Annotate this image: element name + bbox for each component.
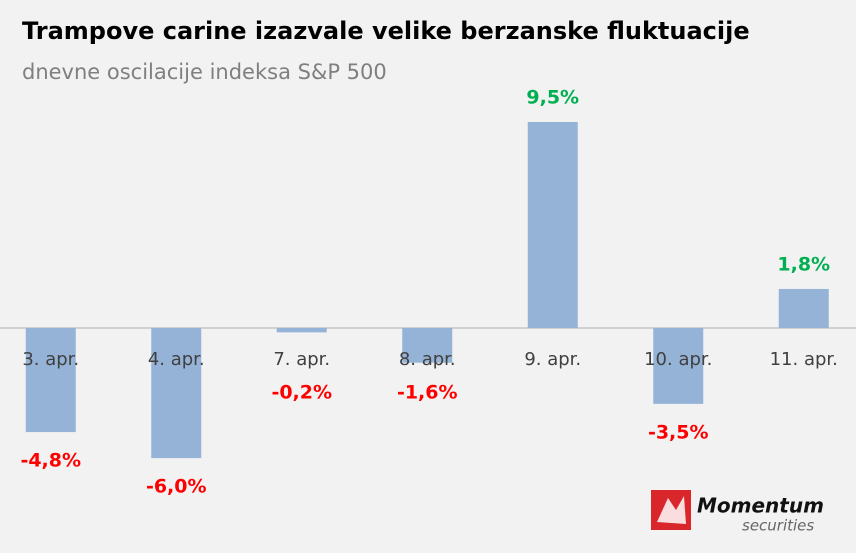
x-tick-label: 11. apr.	[770, 349, 838, 370]
bar	[653, 328, 704, 404]
bar	[402, 328, 453, 363]
value-label: -4,8%	[20, 450, 81, 472]
bar	[778, 288, 829, 328]
logo-sub: securities	[742, 517, 814, 535]
bar	[151, 328, 202, 459]
value-label: -1,6%	[397, 382, 458, 404]
logo-icon-shape	[657, 496, 686, 524]
logo: Momentum securities	[651, 490, 824, 535]
x-tick-label: 7. apr.	[273, 349, 330, 370]
bar	[276, 328, 327, 333]
x-tick-label: 9. apr.	[524, 349, 581, 370]
value-label: 1,8%	[777, 253, 830, 275]
x-tick-label: 4. apr.	[148, 349, 205, 370]
logo-name: Momentum	[697, 494, 824, 518]
value-label: -3,5%	[648, 421, 709, 443]
bar	[25, 328, 76, 433]
chart-title: Trampove carine izazvale velike berzansk…	[22, 17, 750, 45]
bar	[527, 122, 578, 328]
value-label: 9,5%	[526, 87, 579, 109]
value-label: -6,0%	[146, 476, 207, 498]
x-tick-label: 3. apr.	[22, 349, 79, 370]
value-label: -0,2%	[271, 382, 332, 404]
chart-subtitle: dnevne oscilacije indeksa S&P 500	[22, 60, 387, 84]
x-tick-label: 8. apr.	[399, 349, 456, 370]
x-tick-label: 10. apr.	[644, 349, 712, 370]
